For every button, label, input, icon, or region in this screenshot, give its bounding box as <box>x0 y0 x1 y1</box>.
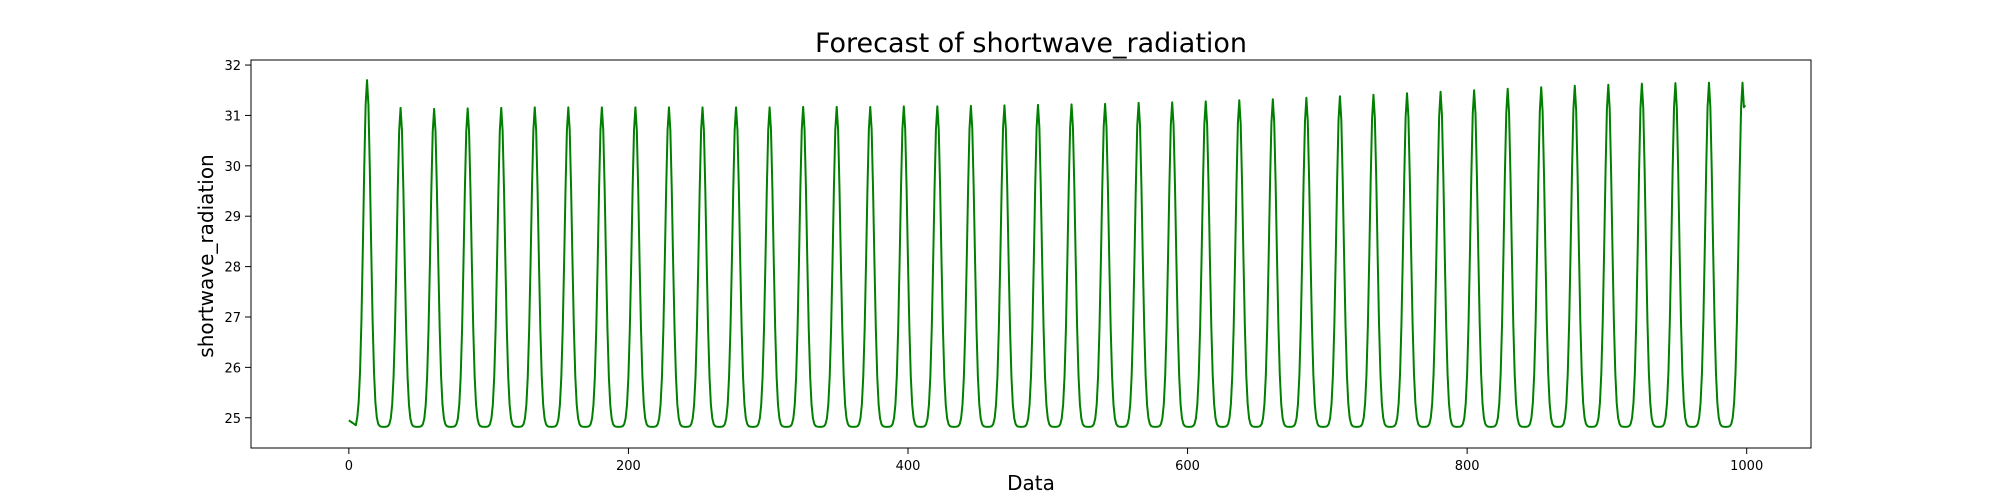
y-axis: 25 26 27 28 29 30 31 32 <box>224 59 251 427</box>
y-tick-label: 28 <box>224 261 241 276</box>
x-tick-label: 400 <box>896 459 921 474</box>
x-axis-title: Data <box>1007 471 1055 495</box>
y-tick-label: 27 <box>224 311 241 326</box>
y-axis-title: shortwave_radiation <box>194 154 218 357</box>
plot-frame <box>250 59 1812 449</box>
y-tick-label: 30 <box>224 160 241 175</box>
y-tick-label: 32 <box>224 59 241 74</box>
x-tick-label: 0 <box>345 459 353 474</box>
x-tick-label: 600 <box>1175 459 1200 474</box>
plot-area: 0 200 400 600 800 1000 25 26 27 28 29 30 31 32 <box>224 59 1812 474</box>
x-axis: 0 200 400 600 800 1000 <box>345 448 1763 474</box>
x-tick-label: 800 <box>1455 459 1480 474</box>
y-tick-label: 26 <box>224 361 241 376</box>
x-tick-label: 1000 <box>1730 459 1763 474</box>
y-tick-label: 31 <box>224 109 241 124</box>
x-tick-label: 200 <box>616 459 641 474</box>
y-tick-label: 25 <box>224 412 241 427</box>
chart-title: Forecast of shortwave_radiation <box>815 28 1247 59</box>
y-tick-label: 29 <box>224 210 241 225</box>
series-line <box>348 79 1747 428</box>
